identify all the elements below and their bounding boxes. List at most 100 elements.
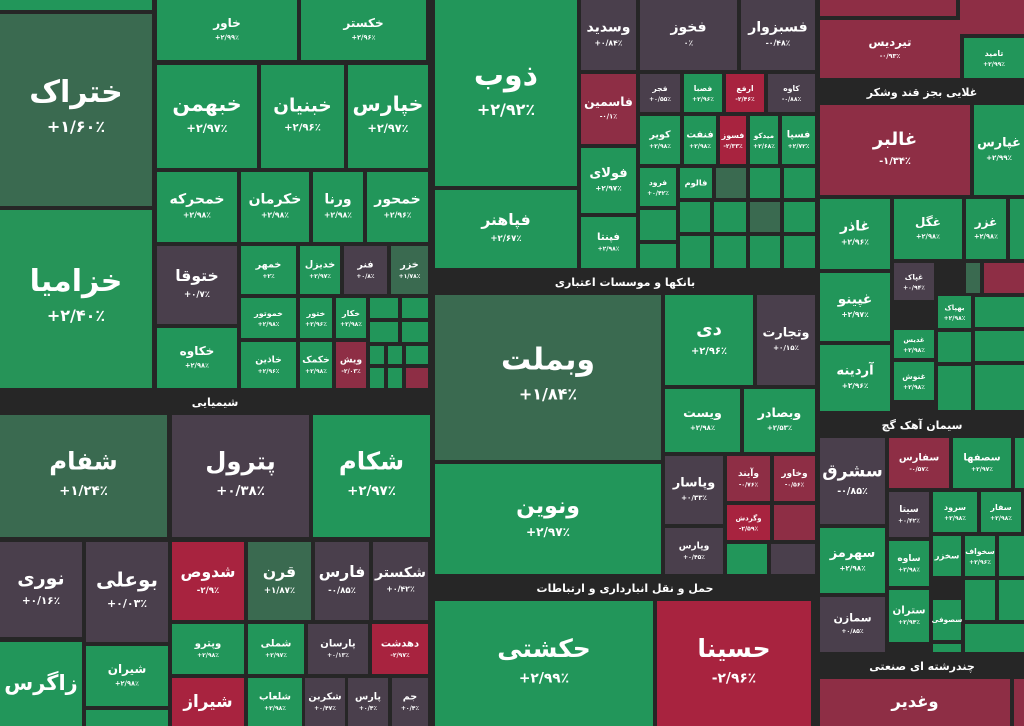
- stock-tile[interactable]: [820, 199, 890, 269]
- stock-tile[interactable]: [172, 624, 244, 674]
- stock-tile[interactable]: [964, 38, 1024, 78]
- stock-tile[interactable]: [768, 74, 815, 112]
- stock-tile[interactable]: [974, 105, 1024, 195]
- stock-tile[interactable]: [820, 20, 960, 78]
- stock-tile[interactable]: [348, 678, 388, 726]
- stock-tile[interactable]: [782, 116, 815, 164]
- stock-tile[interactable]: [157, 246, 237, 324]
- stock-tile[interactable]: [172, 542, 244, 620]
- stock-tile[interactable]: [392, 678, 428, 726]
- stock-tile[interactable]: [157, 65, 257, 168]
- stock-tile[interactable]: [820, 597, 885, 652]
- stock-tile[interactable]: [665, 295, 753, 385]
- stock-tile[interactable]: [157, 328, 237, 388]
- stock-tile[interactable]: [435, 464, 661, 574]
- stock-tile[interactable]: [0, 542, 82, 637]
- stock-tile[interactable]: [684, 116, 716, 164]
- stock-tile[interactable]: [305, 678, 345, 726]
- stock-tile[interactable]: [889, 541, 929, 586]
- stock-tile[interactable]: [757, 295, 815, 385]
- stock-tile[interactable]: [889, 438, 949, 488]
- stock-tile[interactable]: [933, 492, 977, 532]
- stock-tile[interactable]: [820, 528, 885, 593]
- stock-tile[interactable]: [741, 0, 815, 70]
- stock-tile[interactable]: [248, 678, 302, 726]
- stock-tile[interactable]: [640, 116, 680, 164]
- stock-tile[interactable]: [300, 342, 332, 388]
- stock-tile[interactable]: [820, 105, 970, 195]
- stock-tile[interactable]: [391, 246, 428, 294]
- stock-tile[interactable]: [435, 0, 577, 186]
- stock-tile[interactable]: [820, 273, 890, 341]
- stock-tile[interactable]: [774, 456, 815, 501]
- stock-tile[interactable]: [172, 415, 309, 537]
- stock-tile[interactable]: [315, 542, 369, 620]
- stock-tile[interactable]: [0, 415, 167, 537]
- stock-tile[interactable]: [241, 172, 309, 242]
- stock-tile[interactable]: [933, 600, 961, 640]
- stock-tile[interactable]: [241, 342, 296, 388]
- stock-tile[interactable]: [435, 190, 577, 268]
- stock-tile[interactable]: [241, 246, 296, 294]
- stock-tile[interactable]: [938, 296, 971, 328]
- stock-tile[interactable]: [640, 0, 737, 70]
- stock-tile[interactable]: [300, 246, 340, 294]
- stock-tile[interactable]: [313, 172, 363, 242]
- stock-tile[interactable]: [665, 528, 723, 574]
- stock-tile[interactable]: [750, 116, 778, 164]
- stock-tile[interactable]: [0, 642, 82, 726]
- stock-tile[interactable]: [665, 456, 723, 524]
- stock-tile[interactable]: [172, 678, 244, 726]
- stock-tile[interactable]: [720, 116, 746, 164]
- stock-tile[interactable]: [727, 505, 770, 540]
- stock-tile[interactable]: [261, 65, 344, 168]
- stock-tile[interactable]: [665, 389, 740, 452]
- stock-tile[interactable]: [336, 298, 366, 338]
- stock-tile[interactable]: [581, 0, 636, 70]
- stock-tile[interactable]: [0, 14, 152, 206]
- stock-tile[interactable]: [248, 542, 311, 620]
- stock-tile[interactable]: [894, 362, 934, 400]
- stock-tile[interactable]: [727, 456, 770, 501]
- stock-tile[interactable]: [889, 492, 929, 537]
- stock-tile[interactable]: [581, 74, 636, 144]
- stock-tile[interactable]: [435, 601, 653, 726]
- stock-tile[interactable]: [308, 624, 368, 674]
- stock-tile[interactable]: [348, 65, 428, 168]
- stock-tile[interactable]: [157, 172, 237, 242]
- stock-tile[interactable]: [248, 624, 304, 674]
- stock-tile[interactable]: [301, 0, 426, 60]
- stock-tile[interactable]: [0, 210, 152, 388]
- stock-tile[interactable]: [894, 263, 934, 300]
- stock-tile[interactable]: [726, 74, 764, 112]
- stock-tile[interactable]: [344, 246, 387, 294]
- stock-tile[interactable]: [889, 590, 929, 642]
- stock-tile[interactable]: [157, 0, 297, 60]
- stock-tile[interactable]: [820, 438, 885, 524]
- stock-tile[interactable]: [86, 542, 168, 642]
- stock-tile[interactable]: [372, 624, 428, 674]
- stock-tile[interactable]: [684, 74, 722, 112]
- stock-tile[interactable]: [313, 415, 430, 537]
- stock-tile[interactable]: [640, 168, 676, 206]
- stock-tile[interactable]: [367, 172, 428, 242]
- stock-tile[interactable]: [933, 536, 961, 576]
- stock-tile[interactable]: [300, 298, 332, 338]
- stock-tile[interactable]: [657, 601, 811, 726]
- stock-tile[interactable]: [953, 438, 1011, 488]
- stock-tile[interactable]: [435, 295, 661, 460]
- stock-tile[interactable]: [744, 389, 815, 452]
- stock-tile[interactable]: [820, 679, 1010, 726]
- stock-tile[interactable]: [241, 298, 296, 338]
- stock-tile[interactable]: [581, 217, 636, 268]
- stock-tile[interactable]: [640, 74, 680, 112]
- stock-tile[interactable]: [965, 536, 995, 576]
- stock-tile[interactable]: [820, 345, 890, 411]
- stock-tile[interactable]: [86, 646, 168, 706]
- stock-tile[interactable]: [373, 542, 428, 620]
- stock-tile[interactable]: [680, 168, 712, 198]
- stock-tile[interactable]: [894, 330, 934, 358]
- stock-tile[interactable]: [581, 148, 636, 213]
- stock-tile[interactable]: [981, 492, 1021, 532]
- stock-tile[interactable]: [894, 199, 962, 259]
